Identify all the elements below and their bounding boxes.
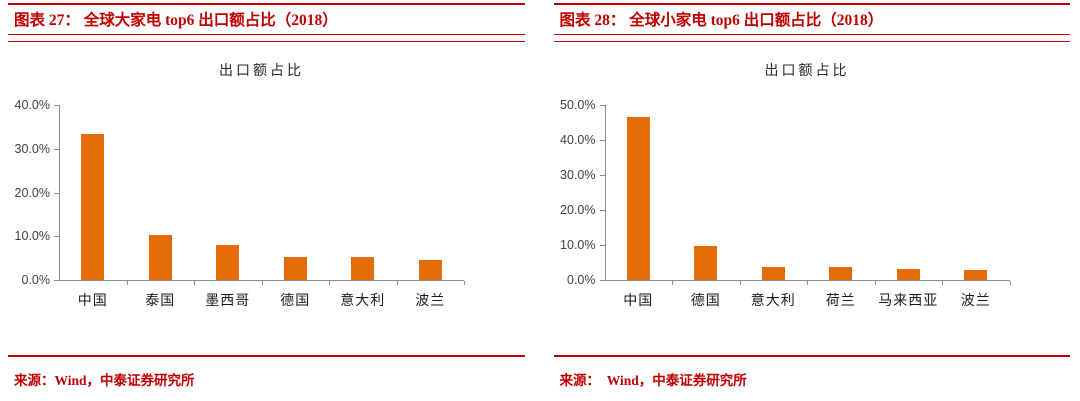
y-axis-tick-label: 30.0% (14, 141, 50, 156)
bar (418, 260, 442, 280)
y-axis-tick (599, 140, 605, 141)
bar (148, 234, 172, 280)
y-axis-tick (599, 245, 605, 246)
x-category-label: 荷兰 (825, 294, 856, 309)
x-axis-tick (396, 281, 398, 285)
y-axis-tick-label: 0.0% (567, 273, 596, 287)
y-axis-tick-label: 40.0% (14, 98, 50, 112)
x-axis-tick (1009, 281, 1011, 285)
x-axis-tick (874, 281, 876, 285)
x-axis-tick (329, 281, 330, 285)
y-axis-tick (599, 210, 605, 211)
x-axis-tick (672, 281, 673, 285)
x-category-label: 波兰 (960, 294, 991, 309)
bar (81, 133, 105, 280)
y-axis-tick (54, 105, 59, 106)
x-axis-tick (739, 281, 741, 285)
y-axis-tick-label: 40.0% (560, 133, 596, 147)
x-axis-tick (942, 281, 943, 285)
x-category-label: 德国 (690, 294, 721, 309)
y-axis-tick-label: 10.0% (14, 229, 50, 244)
x-category-label: 意大利 (750, 294, 796, 309)
y-axis-tick-label: 30.0% (560, 168, 596, 182)
bar (829, 267, 853, 280)
x-category-label: 波兰 (415, 294, 446, 309)
x-axis-tick (464, 281, 465, 285)
x-category-label: 马来西亚 (878, 294, 939, 309)
x-category-label: 泰国 (145, 294, 176, 309)
y-axis-tick (599, 175, 605, 176)
source-note: 来源： Wind，中泰证券研究所 (553, 355, 1070, 389)
double-rule (8, 34, 525, 42)
source-note: 来源：Wind，中泰证券研究所 (8, 355, 525, 389)
double-rule (553, 34, 1070, 42)
y-axis (604, 105, 606, 280)
x-category-label: 墨西哥 (205, 294, 251, 309)
x-category-label: 中国 (77, 294, 108, 309)
bar (216, 244, 240, 280)
x-axis (59, 280, 464, 281)
chart-title: 出口额占比 (764, 64, 850, 79)
x-category-label: 中国 (623, 294, 654, 309)
y-axis-tick (54, 148, 59, 150)
x-axis (604, 280, 1010, 281)
x-axis-tick (194, 281, 195, 285)
figure-panel-right: 图表 28： 全球小家电 top6 出口额占比（2018） 出口额占比 50.0%… (553, 3, 1071, 389)
y-axis (59, 105, 60, 280)
y-axis-tick-label: 0.0% (21, 273, 51, 287)
bar (351, 257, 375, 280)
y-axis-tick (54, 192, 59, 194)
y-axis-tick (599, 105, 605, 106)
y-axis-tick-label: 50.0% (560, 98, 596, 112)
figure-caption: 图表 28： 全球小家电 top6 出口额占比（2018） (553, 3, 1070, 34)
y-axis-tick (54, 280, 59, 281)
x-axis-tick (261, 281, 263, 285)
bar (896, 268, 920, 280)
x-axis-tick (126, 281, 128, 285)
figure-caption: 图表 27： 全球大家电 top6 出口额占比（2018） (8, 3, 525, 34)
chart-title: 出口额占比 (219, 64, 304, 79)
y-axis-tick-label: 20.0% (560, 203, 596, 217)
y-axis-tick (599, 280, 605, 281)
bar (964, 269, 988, 280)
bar (283, 257, 307, 280)
report-figures-row: 图表 27： 全球大家电 top6 出口额占比（2018） 出口额占比 40.0%… (8, 3, 1071, 389)
y-axis-tick (54, 236, 59, 238)
x-category-label: 意大利 (340, 294, 386, 309)
x-axis-tick (807, 281, 808, 285)
bar (694, 245, 718, 280)
bar-chart: 出口额占比 40.0% 30.0% 20.0% 10.0% 0.0% 中国 泰国 墨西哥 德国 意大… (8, 42, 525, 353)
bar-chart: 出口额占比 50.0% 40.0% 30.0% 20.0% 10.0% 0.0% 中国 德国 意大… (554, 42, 1071, 353)
figure-panel-left: 图表 27： 全球大家电 top6 出口额占比（2018） 出口额占比 40.0%… (8, 3, 525, 389)
bar (761, 266, 785, 280)
bar (626, 117, 650, 280)
x-category-label: 德国 (280, 294, 311, 309)
y-axis-tick-label: 10.0% (560, 238, 596, 252)
y-axis-tick-label: 20.0% (14, 185, 50, 200)
